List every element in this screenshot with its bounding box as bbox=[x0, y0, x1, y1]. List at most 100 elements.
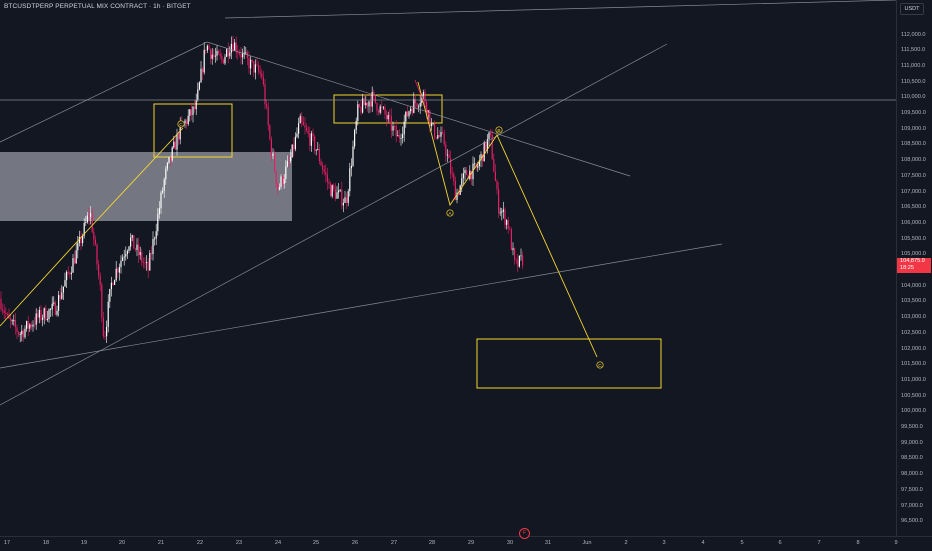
time-tick: 8 bbox=[856, 540, 860, 546]
candle-body bbox=[237, 52, 239, 54]
price-tick: 111,500.0 bbox=[901, 47, 926, 54]
time-tick: 22 bbox=[196, 540, 204, 546]
price-tick: 98,500.0 bbox=[901, 455, 923, 462]
candle-body bbox=[491, 134, 493, 160]
candle-body bbox=[386, 114, 388, 120]
trendline bbox=[0, 243, 723, 369]
bar-countdown: 18:25 bbox=[900, 265, 914, 271]
candle-body bbox=[360, 106, 362, 113]
candle-body bbox=[85, 222, 87, 223]
time-tick: 26 bbox=[351, 540, 359, 546]
candle-body bbox=[357, 104, 359, 121]
candle-body bbox=[10, 318, 12, 321]
candle-body bbox=[414, 99, 416, 104]
candle-body bbox=[42, 317, 44, 320]
candle-body bbox=[331, 185, 333, 197]
candle-body bbox=[250, 59, 252, 69]
candle-body bbox=[339, 189, 341, 191]
symbol-title[interactable]: BTCUSDTPERP PERPETUAL MIX CONTRACT · 1h … bbox=[4, 3, 191, 10]
price-tick: 108,500.0 bbox=[901, 141, 926, 148]
candle-body bbox=[280, 176, 282, 188]
candle-body bbox=[458, 192, 460, 195]
candle-body bbox=[173, 141, 175, 148]
price-axis[interactable]: USDT 112,000.0 111,500.0 111,000.0 110,500.… bbox=[896, 0, 932, 536]
candle-body bbox=[27, 321, 29, 329]
price-tick: 108,000.0 bbox=[901, 157, 926, 164]
candle-body bbox=[512, 248, 514, 250]
candle-body bbox=[126, 250, 128, 255]
candle-body bbox=[507, 220, 509, 229]
price-tick: 107,000.0 bbox=[901, 188, 926, 195]
chart-area[interactable]: C A B C BTCUSDTPERP PERPETUAL MIX CONTRACT … bbox=[0, 0, 896, 536]
candle-body bbox=[466, 170, 468, 175]
time-tick: 21 bbox=[157, 540, 165, 546]
candle-body bbox=[88, 215, 90, 217]
time-tick: 24 bbox=[274, 540, 282, 546]
wave-label-circle bbox=[495, 126, 503, 134]
candle-body bbox=[80, 236, 82, 244]
candle-body bbox=[440, 132, 442, 137]
wave-label-circle bbox=[446, 209, 454, 217]
candle-body bbox=[336, 192, 338, 199]
candle-body bbox=[125, 254, 127, 257]
candle-body bbox=[216, 50, 218, 56]
candle-body bbox=[376, 102, 378, 111]
candle-body bbox=[301, 116, 303, 123]
candle-body bbox=[410, 108, 412, 112]
candle-body bbox=[274, 153, 276, 172]
currency-badge[interactable]: USDT bbox=[900, 3, 924, 15]
candle-body bbox=[66, 271, 68, 281]
zones bbox=[0, 94, 662, 389]
candle-body bbox=[363, 98, 365, 106]
candle-body bbox=[398, 135, 400, 139]
candle-body bbox=[93, 232, 95, 240]
candle-body bbox=[350, 165, 352, 169]
candle-body bbox=[317, 148, 319, 150]
candle-body bbox=[174, 141, 176, 150]
candle-body bbox=[163, 179, 165, 191]
event-flag-icon[interactable]: F bbox=[519, 528, 530, 539]
candle-body bbox=[141, 252, 143, 263]
candle-body bbox=[53, 302, 55, 304]
candle-body bbox=[59, 295, 61, 299]
candle-body bbox=[406, 111, 408, 117]
candle-body bbox=[190, 109, 192, 116]
time-tick: 17 bbox=[3, 540, 11, 546]
candle-body bbox=[461, 178, 463, 186]
candle-body bbox=[3, 310, 5, 313]
candle-body bbox=[29, 324, 31, 329]
price-tick: 104,000.0 bbox=[901, 282, 926, 289]
candle-body bbox=[358, 104, 360, 107]
chart-canvas[interactable]: C A B C bbox=[0, 0, 896, 536]
price-tick: 110,500.0 bbox=[901, 78, 926, 85]
candle-body bbox=[253, 61, 255, 73]
candle-body bbox=[382, 107, 384, 109]
candle-body bbox=[515, 259, 517, 261]
candle-body bbox=[77, 243, 79, 251]
candle-body bbox=[83, 222, 85, 236]
candle-body bbox=[56, 310, 58, 315]
candle-body bbox=[147, 262, 149, 271]
drawings[interactable] bbox=[0, 0, 896, 406]
time-axis[interactable]: 17 18 19 20 21 22 23 24 25 26 27 28 29 30 31 Jun 2 3 4 5 6 7 8… bbox=[0, 536, 932, 551]
price-tick: 110,000.0 bbox=[901, 94, 926, 101]
time-tick: 18 bbox=[42, 540, 50, 546]
candle-body bbox=[493, 159, 495, 172]
candle-body bbox=[75, 250, 77, 264]
candle-body bbox=[38, 309, 40, 318]
candle-body bbox=[310, 133, 312, 146]
candle-body bbox=[40, 309, 42, 320]
candle-body bbox=[368, 101, 370, 107]
candle-body bbox=[259, 71, 261, 74]
candle-body bbox=[170, 157, 172, 161]
candle-body bbox=[302, 122, 304, 126]
candles bbox=[0, 35, 524, 343]
candle-body bbox=[384, 107, 386, 115]
candle-body bbox=[242, 52, 244, 58]
candle-body bbox=[462, 173, 464, 179]
price-tick: 101,000.0 bbox=[901, 376, 926, 383]
candle-body bbox=[154, 238, 156, 240]
candle-body bbox=[61, 292, 63, 299]
candle-body bbox=[285, 166, 287, 179]
price-tick: 99,000.0 bbox=[901, 439, 923, 446]
